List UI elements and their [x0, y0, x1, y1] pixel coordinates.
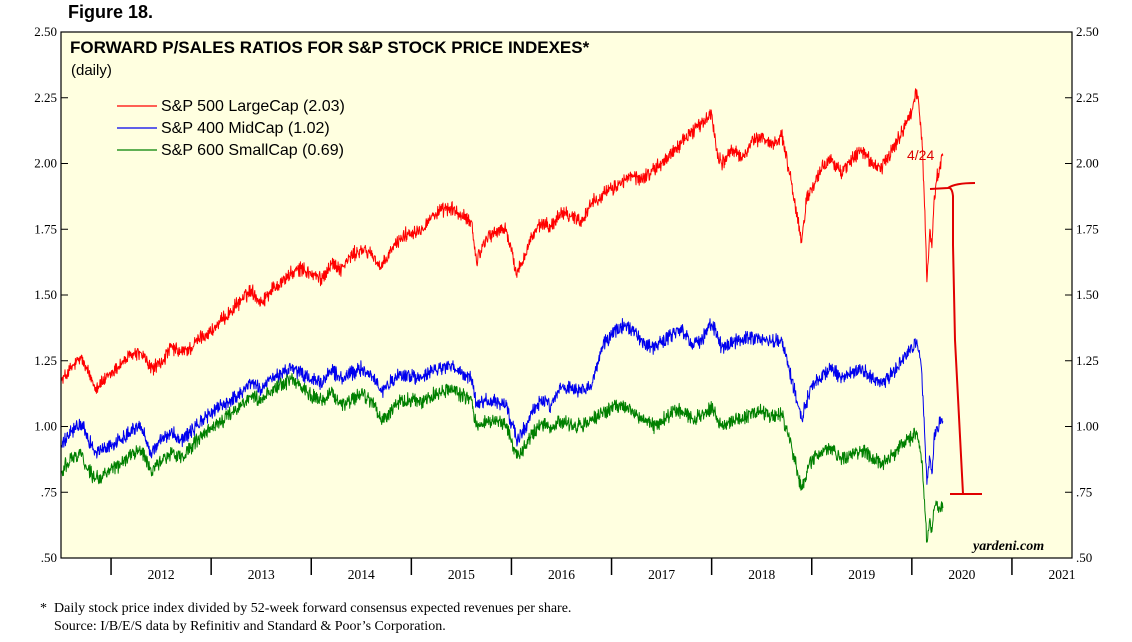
y-axis-left: .50 .75 1.00 1.25 1.50 1.75 2.00 2.25 2.50 — [34, 24, 68, 565]
y-tick-label-right: 1.50 — [1076, 287, 1099, 302]
footnote: * Daily stock price index divided by 52-… — [40, 600, 571, 636]
y-tick-label-left: .50 — [41, 550, 57, 565]
date-annotation: 4/24 — [907, 147, 934, 163]
drop-annotation — [929, 182, 982, 495]
brand-watermark: yardeni.com — [971, 539, 1044, 554]
x-tick-label: 2016 — [548, 567, 575, 582]
y-tick-label-left: 1.00 — [34, 419, 57, 434]
y-tick-label-left: 1.25 — [34, 353, 57, 368]
x-tick-label: 2018 — [748, 567, 775, 582]
drop-bracket — [929, 182, 982, 495]
x-tick-label: 2015 — [448, 567, 475, 582]
x-axis: 2012 2013 2014 2015 2016 2017 2018 2019 2020 2021 — [110, 558, 1075, 582]
x-tick-label: 2012 — [148, 567, 175, 582]
figure-label: Figure 18. — [68, 2, 154, 22]
series-line — [60, 88, 944, 394]
legend-label: S&P 400 MidCap (1.02) — [161, 120, 330, 137]
x-tick-label: 2020 — [948, 567, 975, 582]
y-tick-label-left: .75 — [41, 484, 57, 499]
y-tick-label-left: 2.00 — [34, 156, 57, 171]
y-tick-label-right: 2.50 — [1076, 24, 1099, 39]
y-tick-label-left: 1.50 — [34, 287, 57, 302]
y-tick-label-left: 2.50 — [34, 24, 57, 39]
chart-title: FORWARD P/SALES RATIOS FOR S&P STOCK PRI… — [70, 38, 590, 57]
y-tick-label-right: .50 — [1076, 550, 1092, 565]
y-tick-label-left: 2.25 — [34, 90, 57, 105]
y-tick-label-right: 1.00 — [1076, 419, 1099, 434]
x-tick-label: 2013 — [248, 567, 275, 582]
x-tick-label: 2019 — [848, 567, 875, 582]
footnote-definition: * Daily stock price index divided by 52-… — [40, 601, 572, 616]
y-tick-label-right: 1.25 — [1076, 353, 1099, 368]
chart: .50 .75 1.00 1.25 1.50 1.75 2.00 2.25 2.50 .50 .7… — [34, 24, 1099, 582]
x-tick-label: 2014 — [348, 567, 375, 582]
series-line — [60, 318, 944, 485]
chart-subtitle: (daily) — [71, 62, 112, 79]
series-line — [60, 373, 944, 543]
y-axis-right: .50 .75 1.00 1.25 1.50 1.75 2.00 2.25 2.50 — [1065, 24, 1099, 565]
y-tick-label-right: 2.00 — [1076, 156, 1099, 171]
series-layer — [60, 88, 944, 543]
y-tick-label-right: 2.25 — [1076, 90, 1099, 105]
y-tick-label-right: 1.75 — [1076, 221, 1099, 236]
legend-label: S&P 500 LargeCap (2.03) — [161, 98, 345, 115]
x-tick-label: 2017 — [648, 567, 675, 582]
footnote-source: Source: I/B/E/S data by Refinitiv and St… — [40, 619, 446, 634]
x-tick-label: 2021 — [1048, 567, 1075, 582]
legend-label: S&P 600 SmallCap (0.69) — [161, 142, 344, 159]
legend: S&P 500 LargeCap (2.03) S&P 400 MidCap (1… — [117, 98, 345, 159]
y-tick-label-right: .75 — [1076, 484, 1092, 499]
plot-area — [61, 32, 1072, 558]
y-tick-label-left: 1.75 — [34, 221, 57, 236]
